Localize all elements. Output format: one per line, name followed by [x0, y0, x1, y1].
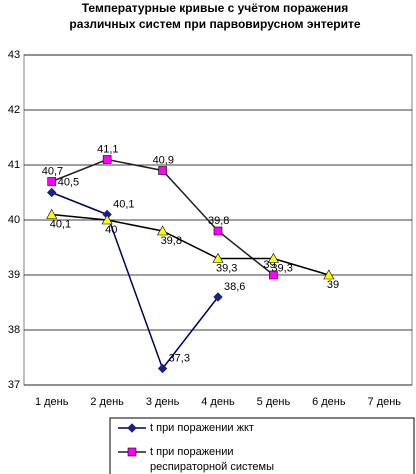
- data-label: 40,7: [42, 165, 63, 177]
- y-tick-label: 39: [8, 269, 20, 281]
- x-tick-label: 5 день: [257, 396, 291, 408]
- data-label: 41,1: [97, 143, 118, 155]
- data-label: 39,3: [271, 262, 292, 274]
- y-tick-label: 41: [8, 159, 20, 171]
- y-tick-label: 40: [8, 214, 20, 226]
- x-tick-label: 2 день: [90, 396, 124, 408]
- x-tick-label: 7 день: [368, 396, 402, 408]
- marker: [47, 177, 57, 186]
- x-tick-label: 3 день: [146, 396, 180, 408]
- marker: [102, 155, 112, 164]
- y-tick-label: 43: [8, 49, 20, 61]
- marker: [212, 252, 224, 263]
- data-label: 40,9: [153, 154, 174, 166]
- marker: [127, 447, 137, 457]
- marker: [157, 363, 168, 374]
- marker: [323, 269, 335, 280]
- data-label: 39,3: [216, 262, 237, 274]
- data-label: 40,1: [50, 218, 71, 230]
- data-label: 39,8: [208, 215, 229, 227]
- legend-label: респираторной системы: [150, 461, 274, 473]
- marker: [47, 187, 57, 198]
- marker: [269, 270, 278, 280]
- marker: [157, 225, 169, 236]
- legend-label: t при поражении жкт: [150, 422, 254, 434]
- marker: [213, 292, 223, 302]
- x-tick-label: 4 день: [201, 396, 235, 408]
- data-label: 39: [327, 279, 339, 291]
- legend-label: t при поражении: [150, 446, 234, 458]
- data-label: 40,1: [113, 198, 134, 210]
- marker: [213, 226, 223, 236]
- marker: [101, 214, 113, 225]
- legend: [109, 417, 415, 474]
- x-tick-label: 6 день: [312, 396, 346, 408]
- chart-title: Температурные кривые с учётом поражения: [82, 1, 349, 15]
- data-label: 40,5: [58, 176, 79, 188]
- marker: [267, 252, 279, 263]
- data-label: 40: [105, 224, 117, 236]
- y-tick-label: 37: [8, 379, 20, 391]
- y-tick-label: 42: [8, 104, 20, 116]
- data-label: 38,6: [224, 281, 245, 293]
- data-label: 37,3: [169, 352, 190, 364]
- data-label: 39,8: [161, 235, 182, 247]
- chart-title: различных систем при парвовирусном энтер…: [69, 17, 360, 31]
- marker: [127, 423, 137, 433]
- y-tick-label: 38: [8, 324, 20, 336]
- marker: [158, 166, 167, 175]
- series-line: [51, 213, 330, 276]
- x-tick-label: 1 день: [35, 396, 69, 408]
- series-line: [51, 191, 219, 371]
- marker: [46, 208, 58, 219]
